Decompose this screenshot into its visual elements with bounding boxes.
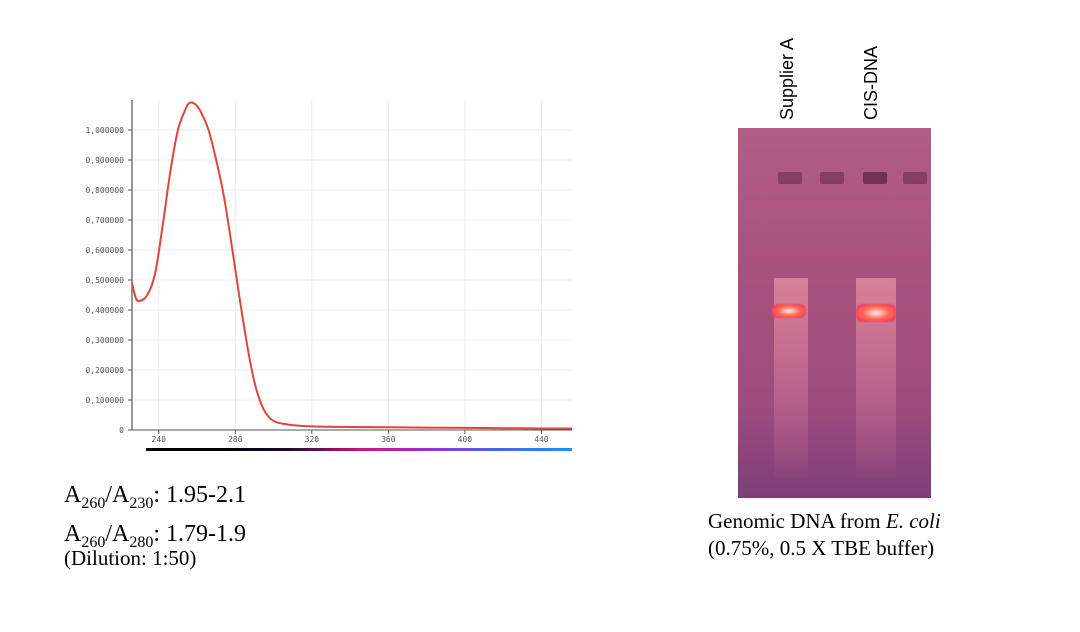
wavelength-gradient-bar: [146, 448, 572, 451]
lane-label-supplier-a: Supplier A: [777, 37, 797, 120]
x-tick-label: 400: [458, 435, 473, 444]
y-tick-label: 0: [119, 426, 124, 435]
x-tick-labels: 240 280 320 360 400 440: [152, 435, 549, 444]
dilution-note: (Dilution: 1:50): [64, 546, 197, 570]
y-tick-label: 0,600000: [85, 246, 124, 255]
lane-label-cis-dna: CIS-DNA: [861, 45, 881, 120]
y-tick-label: 0,800000: [85, 186, 124, 195]
x-tick-label: 440: [534, 435, 549, 444]
y-tick-label: 0,100000: [85, 396, 124, 405]
ratio-260-280: A260/A280: 1.79-1.9: [64, 521, 247, 551]
y-tick-label: 0,900000: [85, 156, 124, 165]
chart-grid: [132, 100, 572, 430]
x-tick-label: 320: [305, 435, 320, 444]
gel-band-supplier-a: [772, 304, 806, 318]
absorbance-spectrum-chart: 0 0,100000 0,200000 0,300000 0,400000 0,50000…: [85, 100, 573, 451]
y-tick-label: 0,500000: [85, 276, 124, 285]
y-tick-label: 0,400000: [85, 306, 124, 315]
y-tick-label: 1,000000: [85, 126, 124, 135]
caption-line-1: Genomic DNA from E. coli: [708, 509, 941, 533]
x-tick-label: 360: [381, 435, 396, 444]
absorbance-series-line: [131, 101, 573, 430]
gel-well: [863, 172, 887, 184]
y-tick-labels: 0 0,100000 0,200000 0,300000 0,400000 0,50000…: [85, 126, 124, 435]
y-tick-label: 0,700000: [85, 216, 124, 225]
gel-well: [903, 172, 927, 184]
ratio-260-230: A260/A230: 1.95-2.1: [64, 482, 247, 512]
gel-band-cis-dna: [856, 304, 896, 322]
wavelength-color-bar: [146, 448, 572, 451]
gel-well: [820, 172, 844, 184]
gel-well: [778, 172, 802, 184]
agarose-gel-image: [738, 128, 931, 498]
y-tick-label: 0,300000: [85, 336, 124, 345]
chart-axes: [128, 100, 572, 434]
x-tick-label: 240: [152, 435, 167, 444]
chart-series: [131, 101, 573, 430]
gel-caption: Genomic DNA from E. coli (0.75%, 0.5 X T…: [708, 508, 941, 562]
y-tick-label: 0,200000: [85, 366, 124, 375]
x-tick-label: 280: [228, 435, 243, 444]
caption-line-2: (0.75%, 0.5 X TBE buffer): [708, 536, 935, 560]
purity-ratios: A260/A230: 1.95-2.1 A260/A280: 1.79-1.9 …: [64, 480, 246, 569]
